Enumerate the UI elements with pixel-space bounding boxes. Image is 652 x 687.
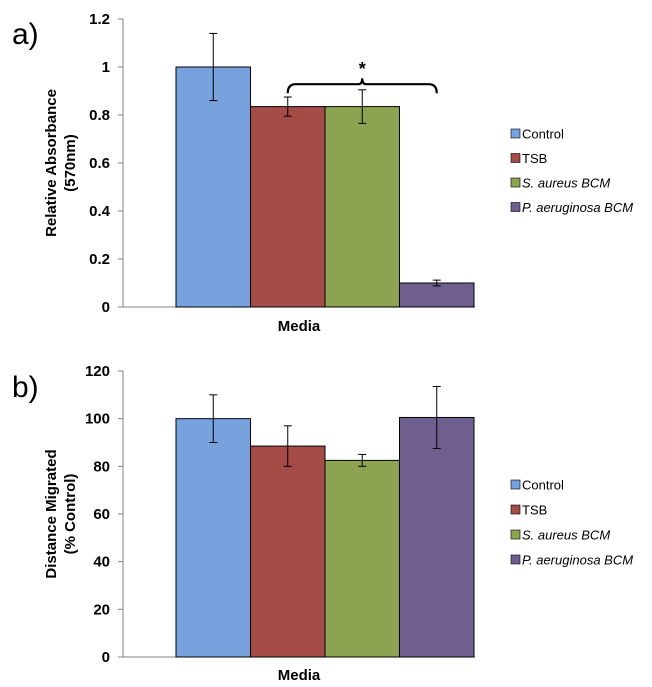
y-tick-label: 60 [93, 506, 110, 523]
y-tick-label: 1 [102, 59, 110, 76]
y-tick-label: 0 [102, 649, 110, 666]
chart-b: b) 0 20 40 60 80 100 120 Media Distance Migrated(… [12, 363, 633, 684]
legend-swatch [510, 153, 521, 163]
chart-a: a) 0 0.2 0.4 0.6 0.8 1 1.2 * Media Relative Absorb… [12, 11, 633, 335]
significance-bracket [286, 78, 438, 94]
y-axis-title: Distance Migrated (% Control) [43, 449, 79, 578]
legend-label: Control [522, 478, 564, 493]
legend-label: TSB [522, 151, 547, 166]
legend-label: Control [522, 127, 564, 142]
y-axis-title-line: Relative Absorbance [43, 89, 60, 237]
legend-swatch [510, 529, 521, 540]
bar-2 [250, 445, 326, 658]
x-axis-title: Media [278, 318, 321, 335]
y-axis-title: Relative Absorbance (570nm) [43, 89, 79, 237]
panel-label: a) [12, 18, 39, 51]
bar-4 [399, 282, 475, 308]
legend-label: S. aureus BCM [522, 528, 610, 543]
bar-4 [399, 416, 475, 658]
y-tick-label: 0.6 [89, 155, 110, 172]
y-tick-label: 100 [85, 411, 110, 428]
legend-swatch [510, 479, 521, 490]
y-axis-title-line: Distance Migrated [43, 449, 60, 578]
y-tick-label: 0.8 [89, 107, 110, 124]
bar-1 [175, 66, 251, 308]
legend-swatch [510, 504, 521, 515]
bar-1 [175, 418, 251, 658]
bar-3 [324, 106, 400, 308]
y-tick-label: 20 [93, 601, 110, 618]
bar-3 [324, 459, 400, 658]
y-tick-label: 80 [93, 458, 110, 475]
y-tick-label: 0.4 [89, 203, 111, 220]
y-tick-label: 0 [102, 299, 110, 316]
y-tick-label: 1.2 [89, 11, 110, 28]
legend-label: P. aeruginosa BCM [522, 200, 633, 215]
legend-label: TSB [522, 503, 547, 518]
y-axis-title-line: (% Control) [62, 474, 79, 555]
y-tick-label: 0.2 [89, 251, 110, 268]
y-tick-label: 40 [93, 554, 110, 571]
legend-swatch [510, 128, 521, 139]
legend-label: P. aeruginosa BCM [522, 553, 633, 568]
legend-label: S. aureus BCM [522, 176, 610, 191]
significance-label: * [359, 59, 366, 79]
panel-label: b) [12, 371, 39, 404]
legend-swatch [510, 202, 521, 212]
x-axis-title: Media [278, 667, 321, 684]
bar-2 [250, 106, 326, 308]
legend-swatch [510, 177, 521, 188]
y-axis-title-line: (570nm) [62, 134, 79, 192]
y-tick-label: 120 [85, 363, 110, 380]
legend-swatch [510, 554, 521, 565]
